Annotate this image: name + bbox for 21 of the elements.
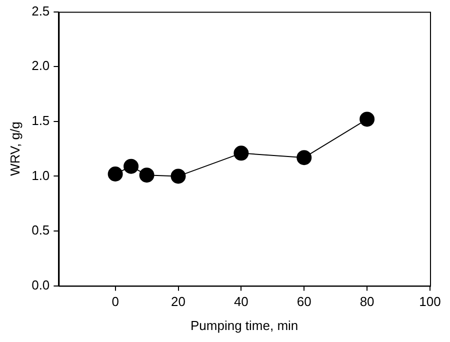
point (360, 112, 375, 127)
x-tick-label: 100 (419, 294, 441, 310)
x-tick-label: 60 (296, 294, 312, 310)
y-axis-title: WRV, g/g (7, 122, 22, 176)
y-tick-label: 0.5 (32, 222, 50, 238)
point (296, 150, 312, 166)
y-tick-label: 1.5 (32, 112, 50, 128)
x-tick-label: 80 (360, 294, 374, 310)
point (170, 168, 186, 184)
y-tick-label: 2.0 (32, 58, 50, 74)
x-tick-label: 40 (234, 294, 248, 310)
point (139, 168, 154, 183)
x-tick-label: 20 (171, 294, 186, 310)
point (124, 158, 139, 174)
y-tick-label: 2.5 (32, 3, 50, 18)
x-axis-title: Pumping time, min (190, 318, 298, 333)
point (108, 166, 123, 182)
y-tick-label: 0.0 (32, 277, 50, 292)
point (234, 146, 249, 161)
x-tick-label: 0 (112, 294, 119, 310)
y-tick-label: 1.0 (32, 168, 50, 183)
